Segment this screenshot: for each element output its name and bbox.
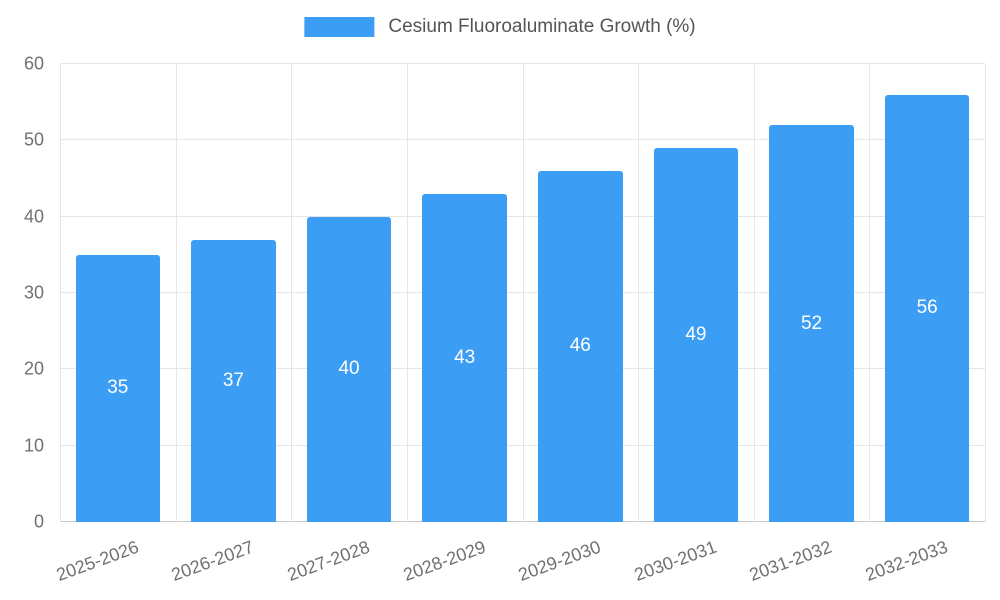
bar-value-label: 56	[916, 297, 938, 319]
y-tick-label: 30	[23, 282, 44, 303]
x-tick-label: 2031-2032	[747, 536, 835, 585]
x-tick: 2029-2030	[516, 524, 639, 598]
bar-value-label: 43	[454, 346, 476, 368]
bars-layer: 35 37 40 43 46 49 52 56	[60, 64, 985, 522]
x-tick: 2028-2029	[400, 524, 523, 598]
x-tick-label: 2030-2031	[631, 536, 720, 585]
gridline-vertical	[522, 64, 524, 522]
y-tick-label: 10	[23, 435, 44, 456]
y-tick-label: 50	[23, 129, 44, 150]
bar-value-label: 35	[107, 377, 129, 399]
gridline-vertical	[869, 64, 871, 522]
gridline-vertical	[291, 64, 293, 522]
gridline-vertical	[406, 64, 408, 522]
bar-2031-2032: 52	[769, 125, 854, 522]
gridline-vertical	[753, 64, 755, 522]
x-tick: 2026-2027	[169, 524, 292, 598]
plot-area: 35 37 40 43 46 49 52 56	[60, 63, 986, 522]
bar-slot: 52	[754, 64, 870, 522]
y-tick-label: 60	[23, 53, 44, 74]
x-tick: 2027-2028	[285, 524, 407, 598]
bar-2026-2027: 37	[191, 239, 276, 522]
bar-2028-2029: 43	[422, 193, 507, 522]
x-tick-label: 2032-2033	[862, 536, 951, 585]
bar-value-label: 46	[569, 335, 591, 357]
chart-legend[interactable]: Cesium Fluoroaluminate Growth (%)	[304, 16, 696, 38]
legend-label: Cesium Fluoroaluminate Growth (%)	[388, 16, 696, 37]
bar-2030-2031: 49	[653, 147, 739, 522]
bar-slot: 49	[638, 64, 754, 522]
x-tick: 2030-2031	[631, 524, 754, 598]
x-tick-label: 2026-2027	[168, 536, 257, 585]
bar-slot: 46	[523, 64, 639, 522]
bar-slot: 40	[291, 64, 407, 522]
x-tick-label: 2029-2030	[515, 536, 604, 585]
bar-2025-2026: 35	[75, 254, 161, 522]
legend-swatch	[304, 17, 375, 37]
x-tick-label: 2025-2026	[53, 536, 142, 585]
bar-value-label: 52	[800, 312, 823, 334]
gridline-vertical	[638, 64, 640, 522]
x-tick: 2032-2033	[863, 524, 985, 598]
bar-2027-2028: 40	[306, 216, 392, 522]
bar-2032-2033: 56	[884, 94, 970, 522]
x-axis: 2025-2026 2026-2027 2027-2028 2028-2029 2029…	[53, 524, 985, 598]
bar-slot: 37	[176, 64, 292, 522]
x-tick: 2031-2032	[747, 524, 870, 598]
bar-value-label: 37	[222, 369, 244, 391]
gridline	[60, 63, 985, 64]
y-tick-label: 40	[23, 206, 44, 227]
bar-value-label: 40	[338, 358, 360, 380]
x-tick: 2025-2026	[53, 524, 176, 598]
y-axis: 0 10 20 30 40 50 60	[0, 54, 52, 532]
y-tick-label: 0	[33, 511, 44, 532]
gridline-vertical	[175, 64, 177, 522]
bar-slot: 43	[407, 64, 523, 522]
bar-2029-2030: 46	[538, 170, 623, 522]
gridline-vertical	[985, 64, 986, 522]
y-tick-label: 20	[23, 358, 44, 379]
bar-slot: 56	[869, 64, 985, 522]
gridline-vertical	[60, 64, 61, 522]
x-tick-label: 2027-2028	[284, 536, 373, 585]
bar-value-label: 49	[685, 323, 707, 345]
x-tick-label: 2028-2029	[400, 536, 488, 585]
bar-slot: 35	[60, 64, 176, 522]
